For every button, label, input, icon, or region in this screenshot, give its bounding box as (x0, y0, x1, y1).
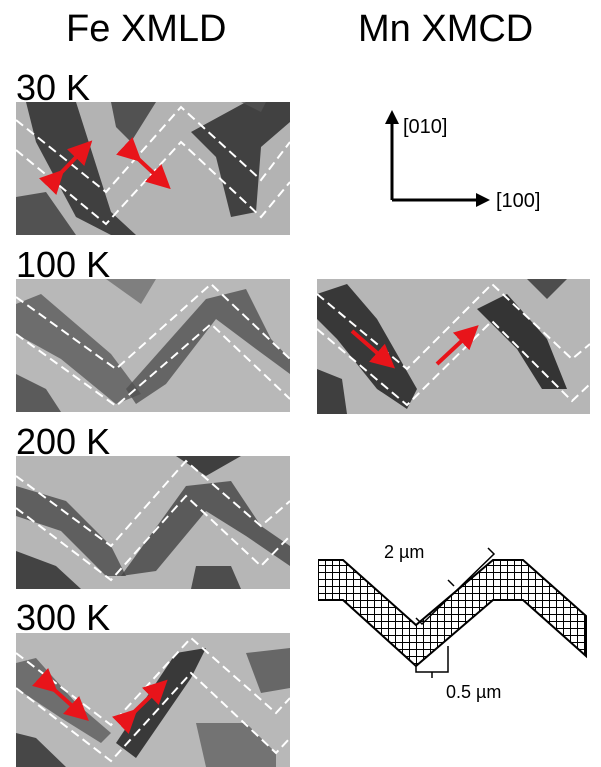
crystal-axes-indicator (385, 110, 490, 207)
red-double-arrows (32, 668, 168, 734)
stripe-pattern-schematic (318, 547, 587, 678)
width-label: 0.5 µm (446, 682, 502, 702)
fe-xmld-title: Fe XMLD (66, 8, 227, 50)
fe-xmld-image-30k (16, 102, 290, 235)
temp-label-30k: 30 K (16, 67, 91, 108)
axis-100-label: [100] (496, 190, 541, 212)
fe-xmld-image-300k (16, 633, 290, 767)
temp-label-300k: 300 K (16, 597, 111, 638)
axis-010-label: [010] (403, 116, 448, 138)
length-bracket (415, 547, 496, 626)
red-arrows (350, 325, 479, 369)
fe-xmld-image-100k (16, 279, 290, 412)
temp-label-200k: 200 K (16, 421, 111, 462)
fe-xmld-image-200k (16, 456, 290, 589)
red-double-arrows (39, 137, 171, 195)
temp-label-100k: 100 K (16, 244, 111, 285)
mn-xmcd-image-100k (317, 279, 590, 414)
length-label: 2 µm (384, 542, 425, 562)
mn-xmcd-title: Mn XMCD (358, 8, 534, 50)
hatched-zigzag-stripe (318, 559, 587, 668)
